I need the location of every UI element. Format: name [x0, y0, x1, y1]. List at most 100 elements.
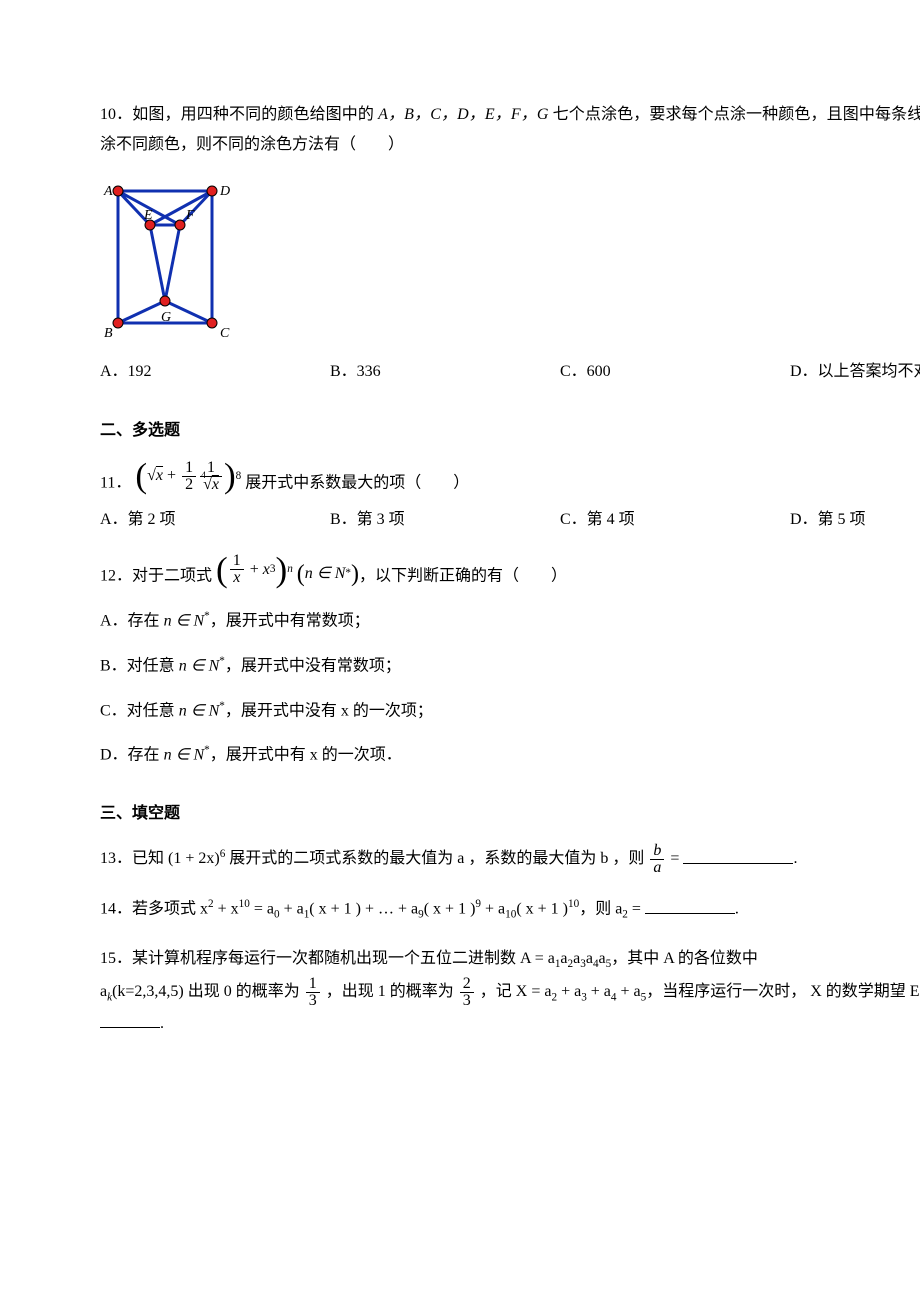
graph-label: B [104, 326, 113, 338]
q14-dots: + … + a [361, 901, 418, 918]
q12-cond-text: n ∈ N [305, 559, 346, 589]
q13-frac: b a [650, 843, 664, 876]
q11-options: A．第 2 项 B．第 3 项 C．第 4 项 D．第 5 项 [100, 505, 920, 535]
fourth-root-icon: 4 √x [203, 477, 219, 493]
graph-label: E [143, 208, 153, 223]
graph-node [113, 186, 123, 196]
q10-opt-b: B．336 [330, 357, 560, 387]
q10-opt-a: A．192 [100, 357, 330, 387]
q12-b-post: ，展开式中没有常数项； [225, 657, 401, 674]
q15-f2d: 3 [460, 992, 474, 1009]
q14-tail: . [735, 901, 739, 918]
question-15: 15．某计算机程序每运行一次都随机出现一个五位二进制数 A = a1a2a3a4… [100, 944, 920, 1039]
q10-diagram: ADBCEFG [100, 173, 920, 349]
q11-sqrt-x: x [156, 467, 163, 484]
q14-p10: 10 [239, 898, 250, 910]
q12-b-m: n ∈ N [179, 657, 220, 674]
q12-x: x [263, 555, 270, 585]
q12-tail: ，以下判断正确的有（ ） [359, 568, 567, 585]
graph-node [207, 318, 217, 328]
q12-a-pre: A．存在 [100, 612, 164, 629]
q15-f1d: 3 [306, 992, 320, 1009]
q15-tail: . [160, 1015, 164, 1032]
q12-d-pre: D．存在 [100, 747, 164, 764]
q10-options: A．192 B．336 C．600 D．以上答案均不对 [100, 357, 920, 387]
graph-label: D [219, 184, 230, 199]
question-11: 11． ( √x + 1 2 1 4 √x ) 8 展开式中系数最大的项（ [100, 460, 920, 535]
q12-b-pre: B．对任意 [100, 657, 179, 674]
q12-c-m: n ∈ N [179, 702, 220, 719]
q15-a: 某计算机程序每运行一次都随机出现一个五位二进制数 A = a [132, 950, 555, 967]
q13-frac-den: a [650, 859, 664, 876]
q15-blank [100, 1012, 160, 1027]
q12-c-post: ，展开式中没有 x 的一次项； [225, 702, 433, 719]
q15-l2e: ，当程序运行一次时， X 的数学期望 E ( X ) = [646, 983, 920, 1000]
graph-node [160, 296, 170, 306]
q11-frac-root: 1 4 √x [200, 460, 222, 493]
graph-node [207, 186, 217, 196]
q15-a5: a [599, 950, 606, 967]
q13-a: 已知 (1 + 2x) [132, 851, 220, 868]
q12-expression: ( 1 x + x3 ) n [216, 553, 293, 586]
q14-blank [645, 898, 735, 913]
q12-opt-b: B．对任意 n ∈ N*，展开式中没有常数项； [100, 651, 920, 682]
q12-frac: 1 x [230, 553, 244, 586]
q14-eq2: = [628, 901, 645, 918]
q12-opt-a: A．存在 n ∈ N*，展开式中有常数项； [100, 606, 920, 637]
q11-frac1-num: 1 [182, 460, 196, 476]
q15-a4: a [586, 950, 593, 967]
q11-opt-a: A．第 2 项 [100, 505, 330, 535]
q12-power: n [287, 559, 293, 580]
q14-eq: = a [250, 901, 274, 918]
q12-d-post: ，展开式中有 x 的一次项． [210, 747, 402, 764]
q10-stem: 10．如图，用四种不同的颜色给图中的 A，B，C，D，E，F，G 七个点涂色，要… [100, 100, 920, 161]
q15-pa5: + a [617, 983, 641, 1000]
graph-edge [150, 225, 165, 301]
q10-opt-d: D．以上答案均不对 [790, 357, 920, 387]
q15-f1n: 1 [306, 976, 320, 992]
question-10: 10．如图，用四种不同的颜色给图中的 A，B，C，D，E，F，G 七个点涂色，要… [100, 100, 920, 388]
q14-xp1-9: ( x + 1 ) [424, 901, 476, 918]
graph-edge [165, 225, 180, 301]
question-13: 13．已知 (1 + 2x)6 展开式的二项式系数的最大值为 a ，系数的最大值… [100, 843, 920, 876]
q12-opt-d: D．存在 n ∈ N*，展开式中有 x 的一次项． [100, 740, 920, 771]
q14-plus: + x [214, 901, 239, 918]
q11-opt-d: D．第 5 项 [790, 505, 920, 535]
q10-number: 10． [100, 106, 132, 123]
graph-node [113, 318, 123, 328]
q14-number: 14． [100, 901, 132, 918]
q14-a: 若多项式 x [132, 901, 208, 918]
q12-head: 对于二项式 [132, 568, 212, 585]
q15-pa3: + a [557, 983, 581, 1000]
q15-l2d: ，记 X = a [476, 983, 552, 1000]
section-2-heading: 二、多选题 [100, 416, 920, 446]
q14-then: ，则 a [579, 901, 622, 918]
q12-frac-num: 1 [230, 553, 244, 569]
question-12: 12．对于二项式 ( 1 x + x3 ) n ( n ∈ N* ) ，以下判断… [100, 553, 920, 771]
q11-frac2-den: 4 √x [200, 476, 222, 493]
q14-s10: 10 [505, 909, 516, 921]
q13-tail: . [793, 851, 797, 868]
q13-frac-num: b [650, 843, 664, 859]
q12-c-pre: C．对任意 [100, 702, 179, 719]
q12-opt-c: C．对任意 n ∈ N*，展开式中没有 x 的一次项； [100, 696, 920, 727]
q15-a2: a [560, 950, 567, 967]
q12-cond: ( n ∈ N* ) [297, 559, 359, 589]
q12-stem: 12．对于二项式 ( 1 x + x3 ) n ( n ∈ N* ) ，以下判断… [100, 553, 920, 592]
graph-edge [180, 191, 212, 225]
q11-opt-c: C．第 4 项 [560, 505, 790, 535]
q10-graph-svg: ADBCEFG [100, 173, 230, 338]
graph-label: A [103, 184, 113, 199]
q11-number: 11． [100, 474, 131, 491]
q14-xp1-10: ( x + 1 ) [516, 901, 568, 918]
q12-number: 12． [100, 568, 132, 585]
q15-f2n: 2 [460, 976, 474, 992]
q13-eq: = [666, 851, 683, 868]
q14-p10b: 10 [568, 898, 579, 910]
q15-frac1: 1 3 [306, 976, 320, 1009]
q10-points: A，B，C，D，E，F，G [378, 106, 548, 123]
q11-root-rad: x [212, 476, 219, 493]
q12-a-post: ，展开式中有常数项； [210, 612, 370, 629]
q11-frac1-den: 2 [182, 476, 196, 493]
q11-expression: ( √x + 1 2 1 4 √x ) 8 [135, 460, 241, 493]
